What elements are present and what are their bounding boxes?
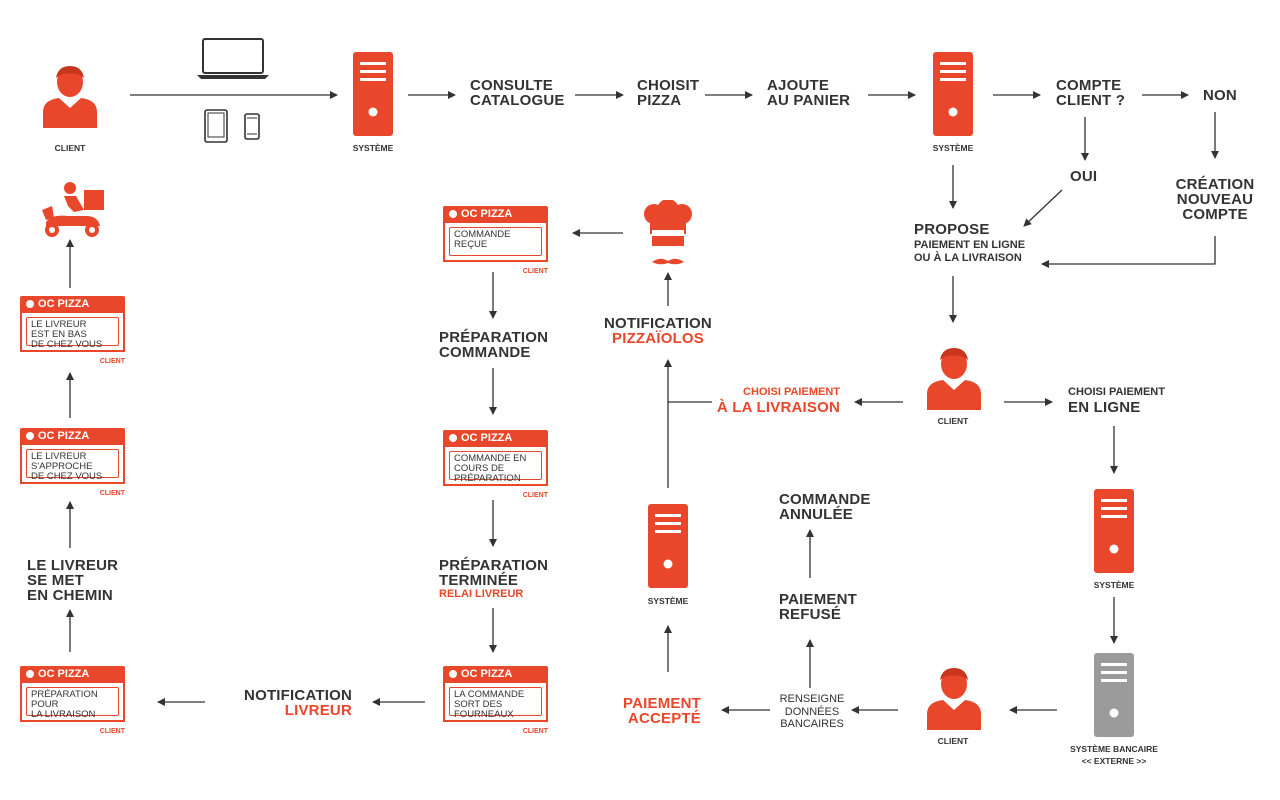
non-label: NON [1203,88,1237,103]
client-icon [925,344,983,412]
preparation-terminee-label: PRÉPARATION TERMINÉE RELAI LIVREUR [439,558,548,600]
external-caption: << EXTERNE >> [1054,756,1174,766]
card-preparation-livraison: OC PIZZA PRÉPARATION POUR LA LIVRAISON C… [20,666,125,724]
systeme-caption: SYSTÈME [923,143,983,153]
commande-annulee-label: COMMANDE ANNULÉE [779,492,871,522]
server-icon [1094,489,1134,573]
choisi-en-ligne-label: CHOISI PAIEMENT EN LIGNE [1068,387,1165,415]
paiement-accepte-label: PAIEMENT ACCEPTÉ [617,696,701,726]
renseigne-donnees-label: RENSEIGNE DONNÉES BANCAIRES [770,693,854,731]
client-caption: CLIENT [40,143,100,153]
card-commande-en-cours: OC PIZZA COMMANDE EN COURS DE PRÉPARATIO… [443,430,548,488]
notification-livreur-label: NOTIFICATION LIVREUR [236,688,352,718]
brand-dot-icon [26,432,34,440]
choisit-pizza-label: CHOISIT PIZZA [637,78,699,108]
card-livreur-approche: OC PIZZA LE LIVREUR S'APPROCHE DE CHEZ V… [20,428,125,486]
livreur-en-chemin-label: LE LIVREUR SE MET EN CHEMIN [27,558,118,603]
server-icon [933,52,973,136]
client-caption: CLIENT [923,736,983,746]
client-caption: CLIENT [923,416,983,426]
brand-dot-icon [26,300,34,308]
laptop-icon [197,37,269,81]
card-commande-recue: OC PIZZA COMMANDE REÇUE CLIENT [443,206,548,264]
notification-pizzaiolos-label: NOTIFICATION PIZZAÏOLOS [598,316,718,346]
choisi-livraison-label: CHOISI PAIEMENT À LA LIVRAISON [716,387,840,415]
server-icon [648,504,688,588]
brand-dot-icon [26,670,34,678]
tablet-icon [204,109,228,143]
systeme-caption: SYSTÈME [1084,580,1144,590]
oui-label: OUI [1070,169,1097,184]
card-sort-fourneaux: OC PIZZA LA COMMANDE SORT DES FOURNEAUX … [443,666,548,724]
paiement-refuse-label: PAIEMENT REFUSÉ [779,592,857,622]
propose-paiement-label: PROPOSE PAIEMENT EN LIGNE OU À LA LIVRAI… [914,222,1025,264]
systeme-caption: SYSTÈME [343,143,403,153]
brand-dot-icon [449,670,457,678]
compte-client-label: COMPTE CLIENT ? [1056,78,1125,108]
bank-server-icon [1094,653,1134,737]
server-icon [353,52,393,136]
chef-icon [640,200,696,272]
systeme-caption: SYSTÈME [638,596,698,606]
preparation-commande-label: PRÉPARATION COMMANDE [439,330,548,360]
card-livreur-en-bas: OC PIZZA LE LIVREUR EST EN BAS DE CHEZ V… [20,296,125,354]
brand-dot-icon [449,434,457,442]
ajoute-panier-label: AJOUTE AU PANIER [767,78,850,108]
client-icon [925,664,983,732]
consulte-catalogue-label: CONSULTE CATALOGUE [470,78,565,108]
phone-icon [244,113,260,140]
client-icon [41,62,99,130]
delivery-scooter-icon [38,180,106,240]
brand-dot-icon [449,210,457,218]
creation-compte-label: CRÉATION NOUVEAU COMPTE [1170,177,1260,222]
bank-system-caption: SYSTÈME BANCAIRE [1054,744,1174,754]
